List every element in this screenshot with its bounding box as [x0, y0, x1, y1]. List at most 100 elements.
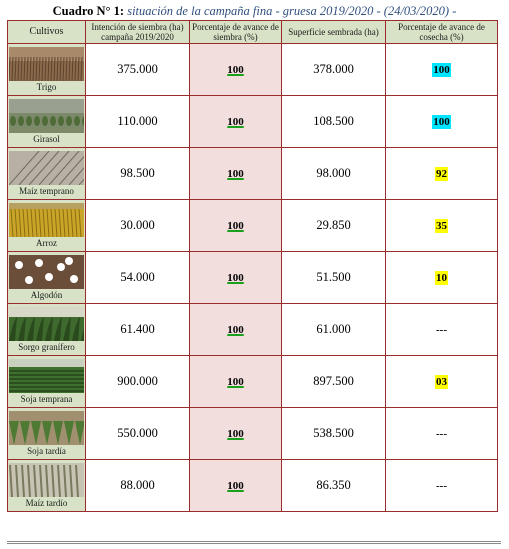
superficie-cell: 378.000: [281, 43, 386, 96]
table-row: Trigo 375.000 100 378.000 100: [7, 43, 498, 96]
cosecha-cell: ---: [385, 303, 498, 356]
header-avance-cosecha: Porcentaje de avance de cosecha (%): [385, 20, 498, 44]
superficie-cell: 29.850: [281, 199, 386, 252]
table-row: Soja tardía 550.000 100 538.500 ---: [7, 407, 498, 460]
siembra-value: 100: [227, 116, 244, 128]
cosecha-value: ---: [436, 428, 447, 440]
siembra-cell: 100: [189, 303, 282, 356]
cosecha-value: ---: [436, 324, 447, 336]
cotton-field-photo: [9, 255, 84, 289]
crop-name: Algodón: [30, 290, 63, 300]
intencion-cell: 54.000: [85, 251, 190, 304]
table-header-row: Cultivos Intención de siembra (ha) campa…: [7, 20, 498, 44]
siembra-cell: 100: [189, 459, 282, 512]
crop-cell: Soja temprana: [7, 355, 86, 408]
sunflower-field-photo: [9, 99, 84, 133]
crop-cell: Trigo: [7, 43, 86, 96]
siembra-value: 100: [227, 480, 244, 492]
siembra-cell: 100: [189, 407, 282, 460]
intencion-cell: 110.000: [85, 95, 190, 148]
header-avance-siembra: Porcentaje de avance de siembra (%): [189, 20, 282, 44]
rice-field-photo: [9, 203, 84, 237]
crop-name: Girasol: [33, 134, 60, 144]
siembra-cell: 100: [189, 199, 282, 252]
siembra-value: 100: [227, 64, 244, 76]
siembra-value: 100: [227, 376, 244, 388]
crop-cell: Girasol: [7, 95, 86, 148]
siembra-cell: 100: [189, 95, 282, 148]
table-row: Algodón 54.000 100 51.500 10: [7, 251, 498, 304]
cosecha-cell: 03: [385, 355, 498, 408]
intencion-cell: 900.000: [85, 355, 190, 408]
bottom-divider: [7, 541, 501, 544]
late-soy-field-photo: [9, 411, 84, 445]
wheat-field-photo: [9, 47, 84, 81]
superficie-cell: 51.500: [281, 251, 386, 304]
intencion-cell: 61.400: [85, 303, 190, 356]
siembra-value: 100: [227, 168, 244, 180]
crop-cell: Soja tardía: [7, 407, 86, 460]
superficie-cell: 98.000: [281, 147, 386, 200]
superficie-cell: 108.500: [281, 95, 386, 148]
cosecha-value: 03: [435, 375, 448, 389]
header-cultivos: Cultivos: [7, 20, 86, 44]
superficie-cell: 61.000: [281, 303, 386, 356]
table-row: Soja temprana 900.000 100 897.500 03: [7, 355, 498, 408]
intencion-cell: 98.500: [85, 147, 190, 200]
siembra-value: 100: [227, 272, 244, 284]
siembra-cell: 100: [189, 355, 282, 408]
crop-cell: Maíz temprano: [7, 147, 86, 200]
siembra-cell: 100: [189, 251, 282, 304]
header-superficie: Superficie sembrada (ha): [281, 20, 386, 44]
crop-name: Maíz temprano: [19, 186, 74, 196]
intencion-cell: 375.000: [85, 43, 190, 96]
cosecha-value: 92: [435, 167, 448, 181]
crop-cell: Arroz: [7, 199, 86, 252]
cosecha-value: 35: [435, 219, 448, 233]
cosecha-value: 10: [435, 271, 448, 285]
intencion-cell: 30.000: [85, 199, 190, 252]
cosecha-cell: 100: [385, 43, 498, 96]
cosecha-cell: ---: [385, 407, 498, 460]
cosecha-value: 100: [432, 115, 451, 129]
table-row: Sorgo granífero 61.400 100 61.000 ---: [7, 303, 498, 356]
crop-cell: Maíz tardío: [7, 459, 86, 512]
superficie-cell: 538.500: [281, 407, 386, 460]
crop-name: Arroz: [36, 238, 57, 248]
table-title-text: situación de la campaña fina - gruesa 20…: [127, 4, 457, 18]
crop-name: Sorgo granífero: [18, 342, 75, 352]
header-intencion: Intención de siembra (ha) campaña 2019/2…: [85, 20, 190, 44]
cosecha-cell: 100: [385, 95, 498, 148]
crop-status-table: Cultivos Intención de siembra (ha) campa…: [7, 20, 498, 512]
crop-name: Maíz tardío: [25, 498, 68, 508]
cosecha-cell: 92: [385, 147, 498, 200]
cosecha-cell: 35: [385, 199, 498, 252]
cosecha-value: 100: [432, 63, 451, 77]
crop-cell: Sorgo granífero: [7, 303, 86, 356]
crop-name: Trigo: [36, 82, 57, 92]
siembra-value: 100: [227, 324, 244, 336]
table-title-label: Cuadro N° 1:: [52, 4, 125, 18]
superficie-cell: 86.350: [281, 459, 386, 512]
table-row: Arroz 30.000 100 29.850 35: [7, 199, 498, 252]
crop-name: Soja temprana: [20, 394, 73, 404]
sorghum-field-photo: [9, 307, 84, 341]
superficie-cell: 897.500: [281, 355, 386, 408]
table-body: Trigo 375.000 100 378.000 100 Girasol 110.000 1…: [7, 43, 498, 512]
cosecha-cell: 10: [385, 251, 498, 304]
table-row: Girasol 110.000 100 108.500 100: [7, 95, 498, 148]
intencion-cell: 550.000: [85, 407, 190, 460]
siembra-value: 100: [227, 220, 244, 232]
intencion-cell: 88.000: [85, 459, 190, 512]
siembra-value: 100: [227, 428, 244, 440]
table-row: Maíz tardío 88.000 100 86.350 ---: [7, 459, 498, 512]
crop-cell: Algodón: [7, 251, 86, 304]
table-row: Maíz temprano 98.500 100 98.000 92: [7, 147, 498, 200]
cosecha-value: ---: [436, 480, 447, 492]
table-title: Cuadro N° 1: situación de la campaña fin…: [0, 4, 509, 19]
early-corn-field-photo: [9, 151, 84, 185]
crop-name: Soja tardía: [27, 446, 66, 456]
siembra-cell: 100: [189, 147, 282, 200]
cosecha-cell: ---: [385, 459, 498, 512]
early-soy-field-photo: [9, 359, 84, 393]
